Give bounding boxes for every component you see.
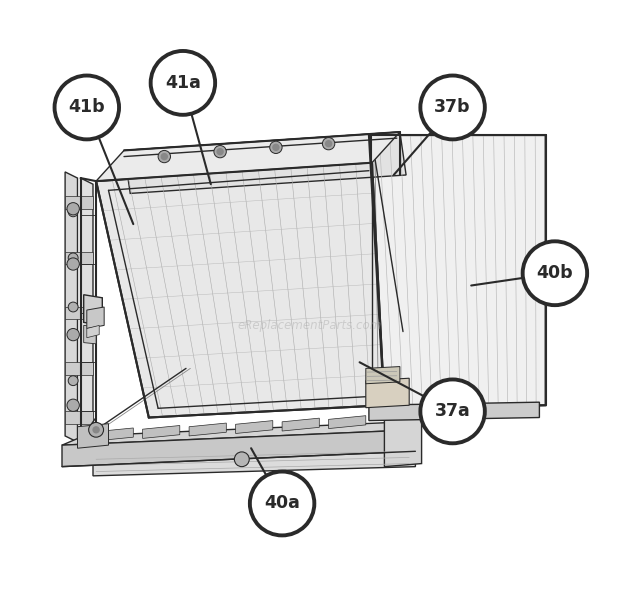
Polygon shape xyxy=(366,367,400,384)
Polygon shape xyxy=(65,307,93,319)
Circle shape xyxy=(272,144,280,151)
Polygon shape xyxy=(93,448,415,476)
Polygon shape xyxy=(65,172,78,442)
Circle shape xyxy=(523,241,587,305)
Polygon shape xyxy=(65,196,93,209)
Circle shape xyxy=(68,207,78,217)
Circle shape xyxy=(67,328,79,341)
Polygon shape xyxy=(282,418,319,431)
Circle shape xyxy=(151,51,215,115)
Text: 40b: 40b xyxy=(536,264,574,282)
Circle shape xyxy=(250,472,314,535)
Polygon shape xyxy=(143,426,180,438)
Polygon shape xyxy=(84,295,102,325)
Circle shape xyxy=(68,302,78,312)
Polygon shape xyxy=(96,132,400,181)
Polygon shape xyxy=(236,421,273,433)
Polygon shape xyxy=(65,362,93,375)
Text: eReplacementParts.com: eReplacementParts.com xyxy=(238,319,382,332)
Circle shape xyxy=(92,426,100,433)
Circle shape xyxy=(55,76,119,139)
Circle shape xyxy=(67,258,79,270)
Polygon shape xyxy=(78,424,108,448)
Polygon shape xyxy=(87,325,99,338)
Circle shape xyxy=(67,203,79,215)
Text: 40a: 40a xyxy=(264,494,300,513)
Circle shape xyxy=(161,153,168,160)
Polygon shape xyxy=(329,416,366,429)
Polygon shape xyxy=(65,252,93,264)
Circle shape xyxy=(214,146,226,158)
Polygon shape xyxy=(369,402,539,421)
Circle shape xyxy=(325,140,332,147)
Polygon shape xyxy=(84,325,96,344)
Polygon shape xyxy=(384,405,422,467)
Circle shape xyxy=(67,399,79,411)
Polygon shape xyxy=(124,132,406,193)
Polygon shape xyxy=(87,307,104,328)
Circle shape xyxy=(420,379,485,443)
Circle shape xyxy=(68,376,78,386)
Text: 41b: 41b xyxy=(68,98,105,117)
Circle shape xyxy=(322,138,335,150)
Polygon shape xyxy=(62,430,415,467)
Polygon shape xyxy=(189,423,226,436)
Polygon shape xyxy=(366,378,409,408)
Circle shape xyxy=(158,150,170,163)
Polygon shape xyxy=(81,178,93,439)
Polygon shape xyxy=(62,421,434,445)
Polygon shape xyxy=(369,135,546,408)
Circle shape xyxy=(420,76,485,139)
Text: 41a: 41a xyxy=(165,74,201,92)
Circle shape xyxy=(89,422,104,437)
Polygon shape xyxy=(96,163,384,418)
Polygon shape xyxy=(65,411,93,424)
Text: 37a: 37a xyxy=(435,402,471,421)
Polygon shape xyxy=(96,428,133,441)
Circle shape xyxy=(216,148,224,155)
Circle shape xyxy=(234,452,249,467)
Text: 37b: 37b xyxy=(435,98,471,117)
Circle shape xyxy=(270,141,282,154)
Circle shape xyxy=(68,253,78,263)
